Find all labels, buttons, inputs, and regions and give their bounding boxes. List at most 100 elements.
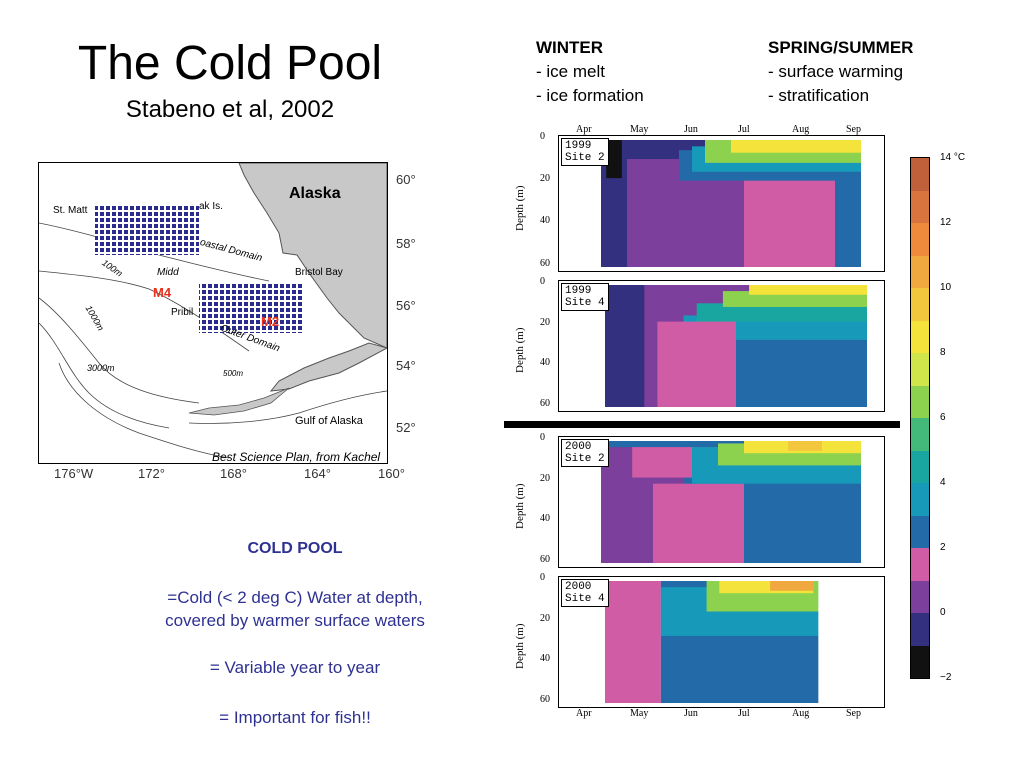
month-tick: May <box>630 124 649 135</box>
cold-pool-line: =Cold (< 2 deg C) Water at depth, <box>167 588 423 607</box>
depth-tick: 40 <box>540 357 550 369</box>
lat-label: 54° <box>396 358 416 373</box>
colorbar-segment <box>911 255 929 288</box>
depth-tick: 60 <box>540 693 550 705</box>
lon-label: 172° <box>138 466 165 481</box>
winter-item: - ice formation <box>536 86 644 105</box>
winter-item: - ice melt <box>536 62 605 81</box>
depth-tick: 20 <box>540 316 550 328</box>
map-label-st-matt: St. Matt <box>53 205 88 216</box>
depth-tick: 0 <box>540 276 545 287</box>
temperature-layer <box>835 178 861 267</box>
temperature-layer <box>605 285 645 407</box>
month-tick: Jul <box>738 708 750 719</box>
colorbar-segment <box>911 548 929 581</box>
depth-tick: 60 <box>540 257 550 269</box>
map-label-gulf: Gulf of Alaska <box>295 415 363 427</box>
summer-item: - stratification <box>768 86 870 105</box>
year-divider <box>504 421 900 428</box>
month-tick: Jun <box>684 124 698 135</box>
map-label-alaska: Alaska <box>289 185 341 202</box>
colorbar-segment <box>911 645 929 678</box>
panel-year: 1999 <box>565 140 592 152</box>
panel-site: Site 2 <box>565 152 605 164</box>
summer-item: - surface warming <box>768 62 904 81</box>
depth-tick: 0 <box>540 432 545 443</box>
winter-block: WINTER - ice melt - ice formation <box>536 36 644 108</box>
depth-tick: 40 <box>540 215 550 227</box>
temperature-layer <box>731 140 861 153</box>
panel-tag: 2000 Site 2 <box>561 439 609 467</box>
temperature-panel: 2000 Site 2 <box>558 436 885 568</box>
depth-tick: 0 <box>540 131 545 142</box>
depth-axis-label: Depth (m) <box>514 327 526 373</box>
temperature-layer <box>696 303 867 322</box>
colorbar-segment <box>911 223 929 256</box>
depth-tick: 20 <box>540 472 550 484</box>
colorbar-segment <box>911 450 929 483</box>
temperature-panel: 1999 Site 2 <box>558 135 885 272</box>
panel-site: Site 2 <box>565 453 605 465</box>
colorbar-segment <box>911 515 929 548</box>
colorbar-segment <box>911 320 929 353</box>
temperature-layer <box>606 140 622 179</box>
map-label-bristol: Bristol Bay <box>295 267 343 278</box>
panel-tag: 2000 Site 4 <box>561 579 609 607</box>
temperature-layer <box>788 441 822 451</box>
map-label-ak-is: ak Is. <box>199 201 223 212</box>
temperature-layer <box>770 581 814 591</box>
aleutian-islands <box>188 387 290 416</box>
map-label-pribil: Pribil <box>171 307 194 318</box>
colorbar-segment <box>911 190 929 223</box>
temperature-colorbar <box>910 157 930 679</box>
temperature-layer <box>818 581 859 703</box>
temperature-panel: 2000 Site 4 <box>558 576 885 708</box>
m2-area <box>199 283 303 333</box>
colorbar-label: 10 <box>940 282 952 293</box>
month-tick: Jul <box>738 124 750 135</box>
colorbar-segment <box>911 613 929 646</box>
map-label-middle: Midd <box>157 267 179 278</box>
cold-pool-title: COLD POOL <box>247 540 343 557</box>
colorbar-label: 6 <box>940 412 946 423</box>
temperature-layer <box>749 285 867 295</box>
panel-site: Site 4 <box>565 297 605 309</box>
colorbar-label: 12 <box>940 217 952 228</box>
map-credit: Best Science Plan, from Kachel <box>212 450 381 464</box>
colorbar-label: 14 °C <box>940 152 966 163</box>
depth-tick: 20 <box>540 173 550 185</box>
colorbar-segment <box>911 483 929 516</box>
colorbar-segment <box>911 158 929 191</box>
panel-tag: 1999 Site 4 <box>561 283 609 311</box>
m4-area <box>95 205 199 255</box>
cold-pool-line: = Variable year to year <box>209 658 381 677</box>
depth-axis-label: Depth (m) <box>514 184 526 231</box>
colorbar-segment <box>911 418 929 451</box>
summer-block: SPRING/SUMMER - surface warming - strati… <box>768 36 913 108</box>
slide-subtitle: Stabeno et al, 2002 <box>125 96 335 123</box>
lon-label: 176°W <box>54 466 94 481</box>
map-label-3000m: 3000m <box>87 363 115 373</box>
lon-label: 164° <box>304 466 331 481</box>
marker-m4: M4 <box>153 285 172 300</box>
temperature-layer <box>657 321 736 407</box>
month-tick: Sep <box>846 708 861 719</box>
depth-axis-label: Depth (m) <box>514 483 526 529</box>
alaska-peninsula <box>269 342 387 392</box>
temperature-section <box>601 441 861 563</box>
summer-title: SPRING/SUMMER <box>768 38 914 57</box>
month-tick: Apr <box>576 124 592 135</box>
depth-tick: 0 <box>540 572 545 583</box>
lat-label: 56° <box>396 298 416 313</box>
lat-label: 58° <box>396 236 416 251</box>
colorbar-label: 8 <box>940 347 946 358</box>
depth-tick: 60 <box>540 397 550 409</box>
depth-tick: 40 <box>540 653 550 665</box>
temperature-layer <box>653 483 744 563</box>
temperature-section <box>601 140 861 267</box>
depth-tick: 40 <box>540 513 550 525</box>
map-label-500m: 500m <box>223 369 244 378</box>
colorbar-label: −2 <box>940 672 952 683</box>
panel-year: 2000 <box>565 581 592 593</box>
panel-year: 1999 <box>565 285 592 297</box>
